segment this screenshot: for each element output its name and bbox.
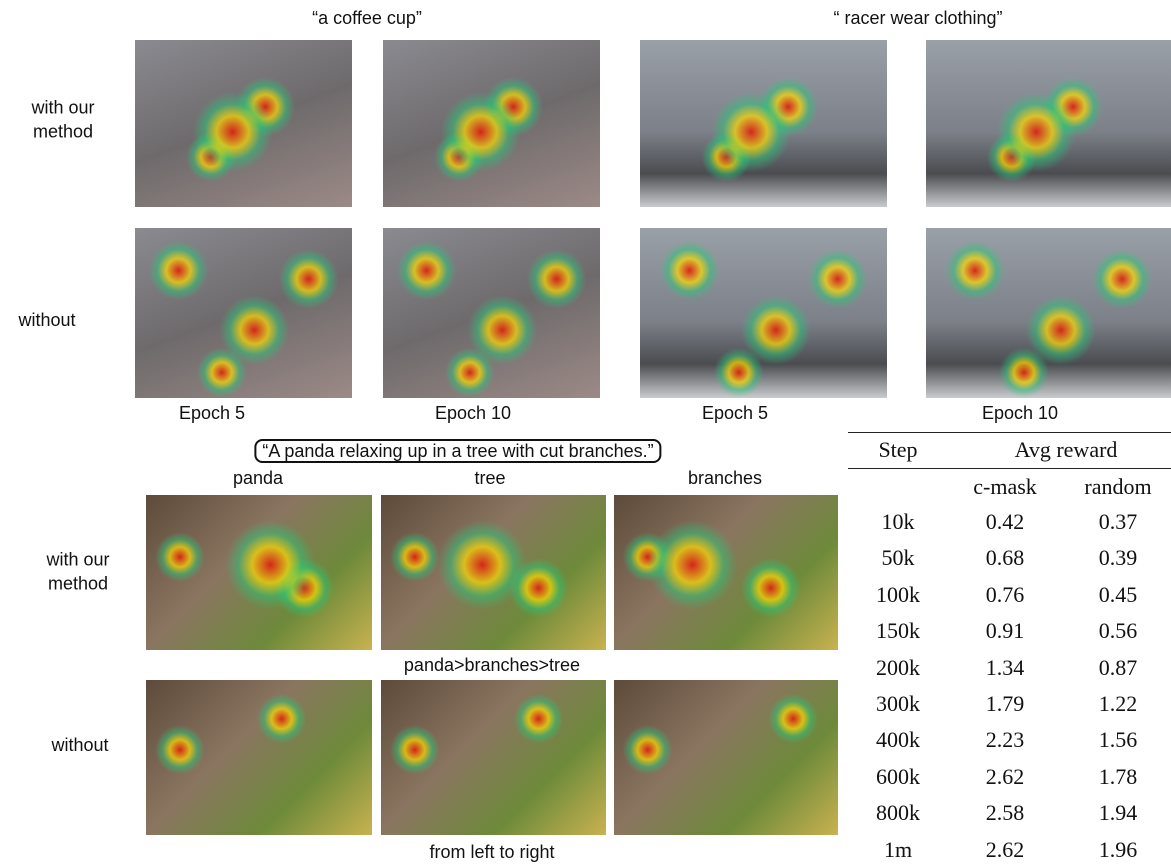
table-cell: 50k [881,545,915,571]
table-cell: 0.91 [985,618,1025,644]
heatmap-image [135,40,352,207]
table-cell: 1.79 [985,691,1025,717]
table-cell: 0.37 [1098,509,1138,535]
heatmap-image [926,40,1171,207]
table-cell: 1.78 [1098,763,1138,789]
table-cell: 0.76 [985,581,1025,607]
table-cell: 100k [876,581,920,607]
table-cell: 1.34 [985,654,1025,680]
table-header: Avg reward [1014,437,1118,463]
prompt: “A panda relaxing up in a tree with cut … [254,439,662,463]
caption: “a coffee cup” [312,7,422,28]
table-rule [848,432,1171,433]
heatmap-image [383,228,600,398]
table-header: Step [878,437,918,463]
table-cell: 1.94 [1098,800,1138,826]
epoch-label: Epoch 5 [701,402,769,423]
footer-label: from left to right [429,841,555,862]
heatmap-image [614,495,838,650]
table-subheader: c-mask [973,474,1037,500]
heatmap-image [640,40,887,207]
table-cell: 600k [876,763,920,789]
table-cell: 1.22 [1098,691,1138,717]
epoch-label: Epoch 5 [178,402,246,423]
table-cell: 0.87 [1098,654,1138,680]
caption: “ racer wear clothing” [833,7,1003,28]
word-label: branches [687,467,763,488]
row-label: with our method [46,549,110,594]
table-cell: 10k [881,509,915,535]
heatmap-image [146,680,372,835]
table-cell: 1.56 [1098,727,1138,753]
heatmap-image [614,680,838,835]
table-cell: 0.39 [1098,545,1138,571]
table-cell: 0.56 [1098,618,1138,644]
table-cell: 2.62 [985,763,1025,789]
word-label: tree [474,467,506,488]
table-cell: 200k [876,654,920,680]
table-cell: 150k [876,618,920,644]
epoch-label: Epoch 10 [981,402,1059,423]
table-cell: 300k [876,691,920,717]
table-cell: 2.62 [985,836,1025,862]
heatmap-image [640,228,887,398]
epoch-label: Epoch 10 [434,402,512,423]
table-cell: 0.45 [1098,581,1138,607]
word-label: panda [232,467,284,488]
heatmap-image [135,228,352,398]
table-cell: 2.23 [985,727,1025,753]
table-cell: 1.96 [1098,836,1138,862]
table-subheader: random [1084,474,1152,500]
table-cell: 0.42 [985,509,1025,535]
row-label: with our method [31,97,95,142]
table-rule [848,468,1171,469]
table-cell: 2.58 [985,800,1025,826]
table-cell: 1m [883,836,913,862]
table-cell: 400k [876,727,920,753]
table-cell: 0.68 [985,545,1025,571]
order-label: panda>branches>tree [403,654,581,675]
heatmap-image [381,680,606,835]
row-label: without [51,734,109,755]
heatmap-image [926,228,1171,398]
heatmap-image [381,495,606,650]
heatmap-image [383,40,600,207]
heatmap-image [146,495,372,650]
table-cell: 800k [876,800,920,826]
row-label: without [18,309,76,330]
